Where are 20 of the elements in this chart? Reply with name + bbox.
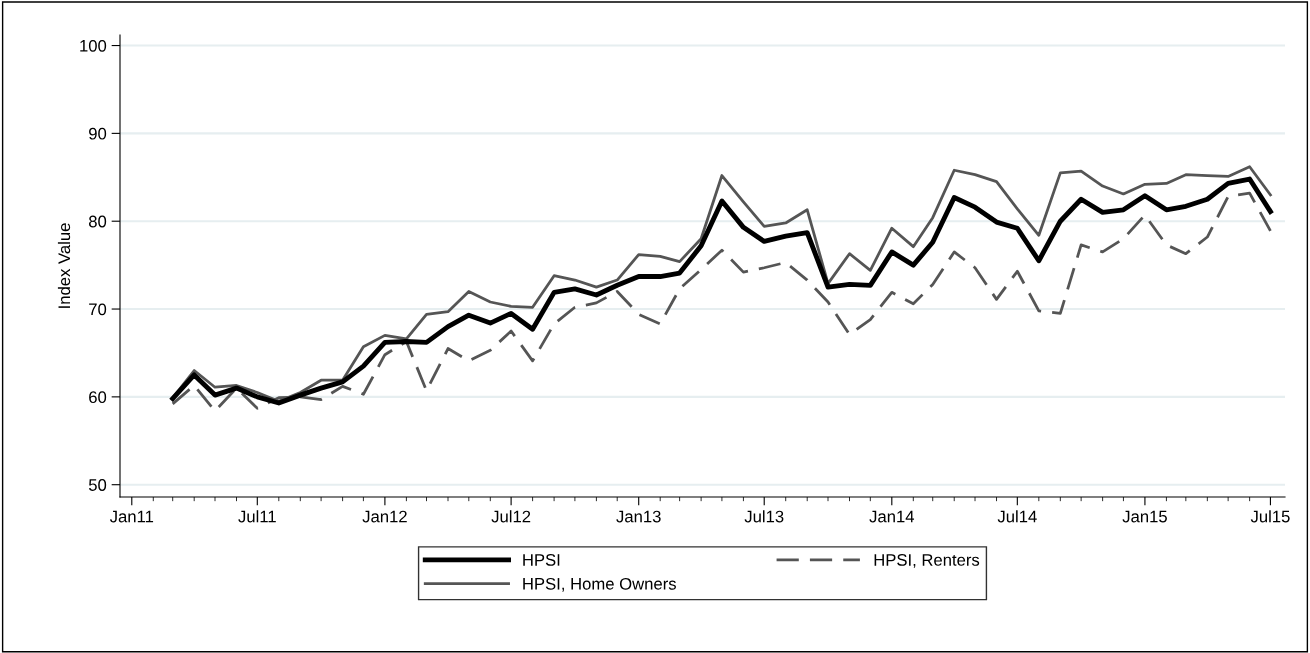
x-tick-label: Jan11 [109, 510, 154, 523]
x-tick-label: Jul15 [1250, 510, 1290, 523]
x-tick-label: Jul12 [491, 510, 531, 523]
y-tick-label: 100 [80, 39, 107, 52]
y-tick-label: 50 [88, 479, 107, 491]
x-tick-label: Jul11 [238, 510, 276, 523]
y-tick-label: 60 [89, 391, 107, 404]
x-tick-label: Jan14 [869, 510, 915, 523]
y-axis-title: Index Value [57, 223, 71, 308]
x-tick-label: Jan15 [1122, 510, 1167, 523]
y-tick-label: 90 [89, 127, 107, 140]
legend-label: HPSI [523, 554, 560, 566]
x-tick-label: Jan12 [362, 510, 407, 523]
y-tick-label: 80 [88, 215, 107, 228]
legend-label: HPSI, Home Owners [523, 577, 676, 592]
x-tick-label: Jul13 [744, 510, 784, 523]
x-tick-label: Jul14 [997, 510, 1037, 523]
legend-label: HPSI, Renters [874, 554, 980, 568]
y-tick-label: 70 [89, 303, 107, 316]
x-tick-label: Jan13 [616, 510, 661, 523]
